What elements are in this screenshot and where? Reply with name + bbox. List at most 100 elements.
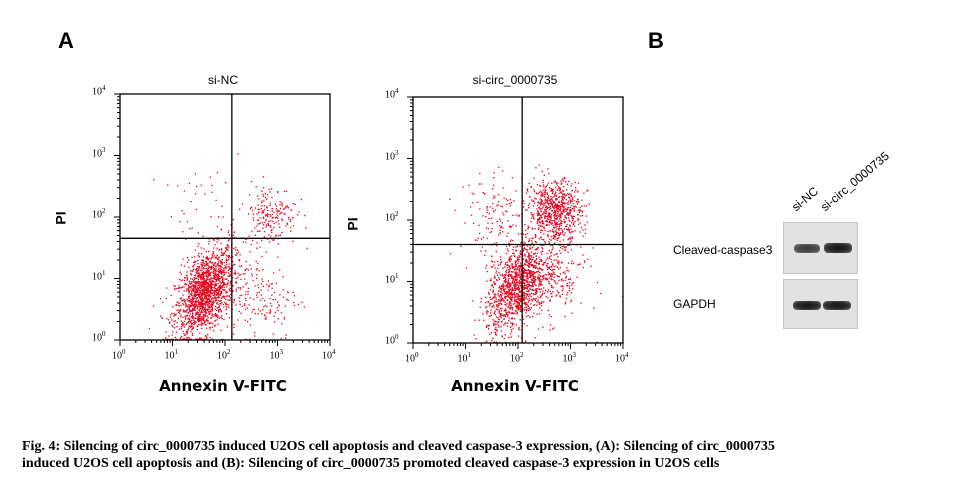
data-point [222, 280, 224, 283]
data-point [552, 206, 554, 208]
data-point [523, 271, 525, 273]
data-point [515, 304, 517, 307]
data-point [239, 254, 241, 256]
data-point [545, 274, 547, 276]
data-point [557, 213, 559, 215]
data-point [532, 279, 534, 282]
data-point [512, 214, 514, 216]
data-point [280, 234, 282, 236]
data-point [535, 292, 538, 294]
data-point [284, 305, 286, 307]
data-point [570, 185, 572, 187]
data-point [267, 209, 269, 212]
data-point [209, 305, 211, 307]
data-point [511, 289, 513, 292]
data-point [568, 219, 570, 221]
data-point [525, 279, 527, 281]
data-point [211, 262, 213, 264]
data-point [200, 279, 202, 281]
data-point [281, 218, 283, 220]
data-point [549, 256, 551, 258]
data-point [519, 251, 521, 253]
data-point [195, 291, 197, 294]
data-point [516, 296, 518, 298]
data-point [233, 298, 235, 301]
data-point [218, 239, 220, 241]
data-point [551, 210, 553, 212]
data-point [202, 290, 204, 293]
data-point [508, 283, 510, 285]
data-point [175, 313, 177, 315]
data-point [185, 306, 187, 308]
data-point [568, 270, 570, 272]
data-point [518, 335, 520, 337]
data-point [546, 206, 548, 208]
data-point [532, 275, 534, 277]
data-point [201, 272, 204, 275]
data-point [518, 270, 521, 272]
data-point [533, 213, 535, 215]
data-point [538, 218, 540, 220]
data-point [238, 259, 240, 261]
data-point [549, 213, 551, 216]
data-point [546, 224, 548, 226]
data-point [217, 268, 219, 271]
data-point [195, 301, 197, 303]
data-point [515, 295, 518, 297]
data-point [516, 306, 518, 309]
data-point [513, 293, 515, 296]
data-point [523, 293, 526, 295]
data-point [223, 252, 225, 254]
data-point [493, 184, 495, 186]
data-point [212, 281, 214, 283]
data-point [568, 213, 570, 215]
data-point [517, 295, 519, 297]
data-point [539, 222, 541, 224]
data-point [256, 242, 258, 244]
data-point [196, 289, 198, 291]
data-point [194, 290, 196, 292]
data-point [225, 259, 227, 262]
data-point [187, 307, 189, 309]
data-point [523, 206, 525, 208]
data-point [507, 232, 509, 234]
data-point [509, 292, 511, 294]
data-point [202, 305, 204, 308]
data-point [494, 314, 496, 316]
data-point [516, 301, 518, 303]
data-point [535, 297, 537, 300]
data-point [224, 247, 227, 249]
data-point [271, 305, 273, 307]
data-point [492, 207, 494, 209]
data-point [501, 303, 503, 305]
data-point [541, 309, 543, 311]
data-point [523, 323, 526, 325]
data-point [525, 312, 527, 314]
data-point [532, 200, 534, 202]
data-point [525, 249, 528, 251]
data-point [566, 269, 568, 272]
data-point [547, 262, 549, 265]
data-point [520, 296, 522, 298]
data-point [494, 196, 496, 198]
data-point [274, 311, 276, 313]
data-point [215, 313, 218, 316]
data-point [207, 276, 209, 279]
data-point [516, 305, 518, 307]
data-point [524, 209, 527, 211]
data-point [244, 269, 246, 272]
data-point [526, 290, 528, 292]
data-point [554, 215, 557, 217]
data-point [515, 225, 517, 227]
data-point [537, 247, 539, 249]
data-point [229, 290, 231, 292]
data-point [235, 246, 237, 249]
data-point [228, 272, 230, 274]
data-point [520, 291, 522, 293]
data-point [503, 276, 506, 278]
data-point [206, 282, 209, 284]
data-point [210, 286, 212, 288]
data-point [504, 334, 506, 336]
data-point [551, 269, 553, 271]
data-point [208, 301, 210, 303]
